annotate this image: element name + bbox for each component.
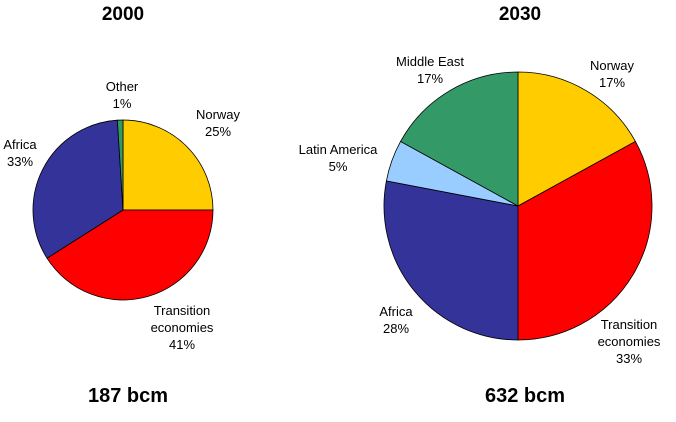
total-volume-2000: 187 bcm [88, 385, 168, 407]
pie-slice-transition-economies-2000 [46, 209, 214, 301]
slice-label-africa-2000: Africa 33% [3, 137, 37, 169]
slice-label-norway-2000: Norway 25% [196, 107, 241, 139]
pie-labels-2000: Norway 25% Transition economies 41% Africa 33%… [3, 79, 240, 352]
slice-label-other-2000: Other 1% [106, 79, 139, 111]
slice-label-transition-economies-2000: Transition economies 41% [151, 303, 214, 352]
pie-slices-2030 [383, 71, 653, 341]
chart-title-2030: 2030 [499, 4, 541, 25]
pie-slice-other-2000 [116, 119, 124, 211]
pie-slices-2000 [32, 119, 214, 301]
total-volume-2030: 632 bcm [485, 385, 565, 407]
pie-slice-norway-2030 [517, 71, 636, 207]
pie-slice-middle-east-2030 [400, 71, 519, 207]
pie-slice-africa-2030 [383, 180, 519, 341]
slice-label-middle-east-2030: Middle East 17% [396, 54, 464, 86]
pie-slice-africa-2000 [32, 119, 124, 259]
slice-label-latin-america-2030: Latin America 5% [299, 142, 379, 174]
chart-title-2000: 2000 [102, 4, 144, 25]
pie-chart-2030: 2030 Norway 17% Transition economies 33% Afri… [299, 4, 661, 407]
pie-chart-2000: 2000 Norway 25% Transition economies 41% Afri… [3, 4, 240, 407]
pie-slice-transition-economies-2030 [517, 140, 653, 341]
slice-label-norway-2030: Norway 17% [590, 58, 635, 90]
slice-label-transition-economies-2030: Transition economies 33% [598, 317, 661, 366]
slice-label-africa-2030: Africa 28% [379, 304, 413, 336]
pie-labels-2030: Norway 17% Transition economies 33% Africa 28%… [299, 54, 661, 366]
pie-slice-norway-2000 [122, 119, 214, 211]
